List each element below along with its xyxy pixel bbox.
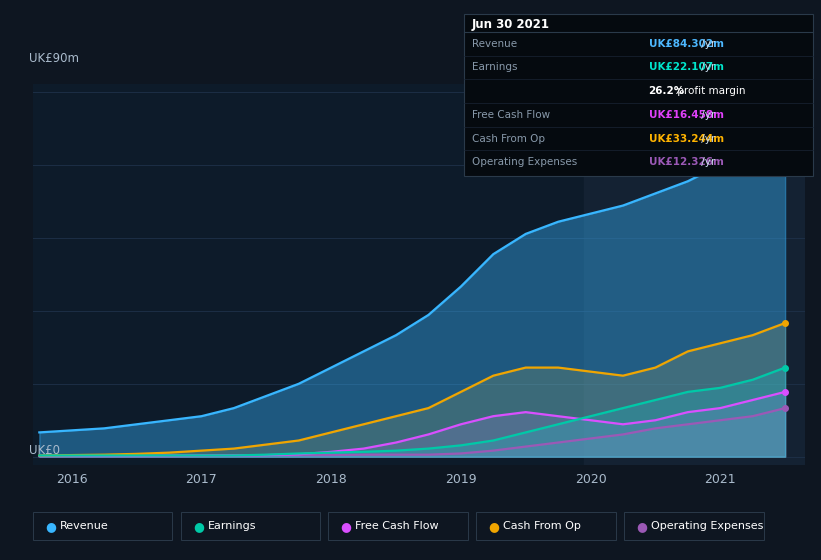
Text: UK£84.302m: UK£84.302m <box>649 39 723 49</box>
Text: UK£12.326m: UK£12.326m <box>649 157 723 167</box>
Text: ●: ● <box>45 520 56 533</box>
Text: UK£0: UK£0 <box>29 444 60 457</box>
Text: Cash From Op: Cash From Op <box>472 134 545 143</box>
Text: /yr: /yr <box>698 39 715 49</box>
Text: Earnings: Earnings <box>208 521 256 531</box>
Text: ●: ● <box>193 520 204 533</box>
Text: Earnings: Earnings <box>472 63 517 72</box>
Text: Operating Expenses: Operating Expenses <box>472 157 577 167</box>
Text: profit margin: profit margin <box>674 86 745 96</box>
Bar <box>584 84 805 465</box>
Text: Jun 30 2021: Jun 30 2021 <box>472 17 550 31</box>
Text: Free Cash Flow: Free Cash Flow <box>355 521 439 531</box>
Text: /yr: /yr <box>698 134 715 143</box>
Text: /yr: /yr <box>698 63 715 72</box>
Text: Revenue: Revenue <box>60 521 108 531</box>
Text: ●: ● <box>636 520 647 533</box>
Text: UK£16.458m: UK£16.458m <box>649 110 723 120</box>
Text: UK£90m: UK£90m <box>29 52 79 65</box>
Text: ●: ● <box>488 520 499 533</box>
Text: UK£22.107m: UK£22.107m <box>649 63 723 72</box>
Text: /yr: /yr <box>698 110 715 120</box>
Text: /yr: /yr <box>698 157 715 167</box>
Text: Operating Expenses: Operating Expenses <box>651 521 764 531</box>
Text: Revenue: Revenue <box>472 39 517 49</box>
Text: ●: ● <box>341 520 351 533</box>
Text: Cash From Op: Cash From Op <box>503 521 581 531</box>
Text: Free Cash Flow: Free Cash Flow <box>472 110 550 120</box>
Text: UK£33.244m: UK£33.244m <box>649 134 724 143</box>
Text: 26.2%: 26.2% <box>649 86 685 96</box>
